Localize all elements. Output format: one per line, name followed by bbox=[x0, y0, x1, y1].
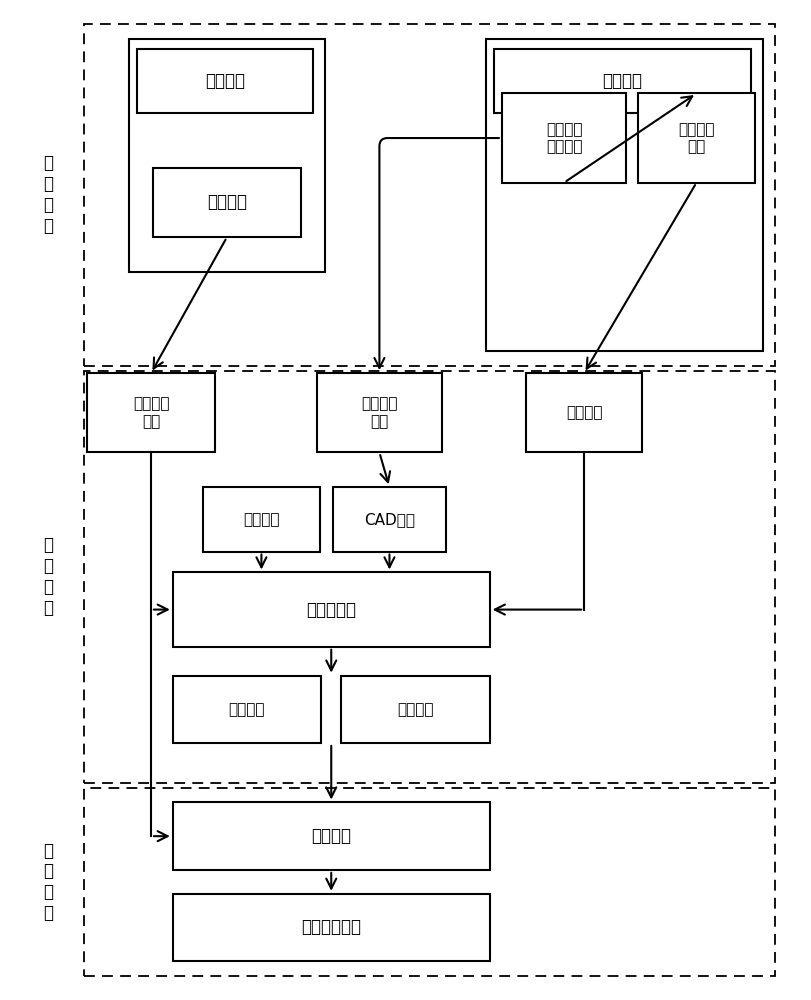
Text: 测量模型: 测量模型 bbox=[311, 827, 351, 845]
Bar bbox=[129, 39, 325, 272]
Bar bbox=[204, 487, 320, 552]
Bar bbox=[317, 373, 442, 452]
Bar bbox=[173, 894, 490, 961]
Text: CAD模型: CAD模型 bbox=[364, 512, 415, 527]
Text: 三维外形
数据: 三维外形 数据 bbox=[361, 397, 397, 429]
Bar bbox=[173, 572, 490, 647]
Bar bbox=[341, 676, 490, 743]
Text: 温度传感
数据: 温度传感 数据 bbox=[133, 397, 169, 429]
Bar bbox=[84, 371, 775, 783]
Bar bbox=[84, 788, 775, 976]
Bar bbox=[333, 487, 445, 552]
Bar bbox=[486, 39, 762, 351]
Text: 物
理
测
量: 物 理 测 量 bbox=[43, 154, 54, 235]
Text: 变形数据: 变形数据 bbox=[566, 405, 603, 420]
Bar bbox=[84, 24, 775, 366]
Bar bbox=[638, 93, 755, 183]
Bar bbox=[87, 373, 215, 452]
Bar bbox=[494, 49, 751, 113]
Text: 计
算
模
型: 计 算 模 型 bbox=[43, 536, 54, 617]
Text: 变形测量
设备: 变形测量 设备 bbox=[678, 122, 714, 154]
Bar bbox=[173, 802, 490, 870]
Text: 有限元模型: 有限元模型 bbox=[307, 601, 356, 619]
Bar bbox=[526, 373, 642, 452]
Text: 外部测量: 外部测量 bbox=[603, 72, 642, 90]
Bar bbox=[502, 93, 626, 183]
Text: 内部测量: 内部测量 bbox=[205, 72, 245, 90]
Bar bbox=[152, 168, 301, 237]
Bar bbox=[136, 49, 313, 113]
Bar bbox=[173, 676, 321, 743]
Text: 三维外形
测量设备: 三维外形 测量设备 bbox=[546, 122, 582, 154]
Text: 温度测头: 温度测头 bbox=[207, 193, 247, 211]
Text: 数值拟合: 数值拟合 bbox=[397, 702, 434, 717]
Text: 模型修正: 模型修正 bbox=[229, 702, 265, 717]
Text: 在轨变形数据: 在轨变形数据 bbox=[301, 918, 361, 936]
Text: 测
量
模
型: 测 量 模 型 bbox=[43, 842, 54, 922]
Text: 数学模型: 数学模型 bbox=[243, 512, 280, 527]
